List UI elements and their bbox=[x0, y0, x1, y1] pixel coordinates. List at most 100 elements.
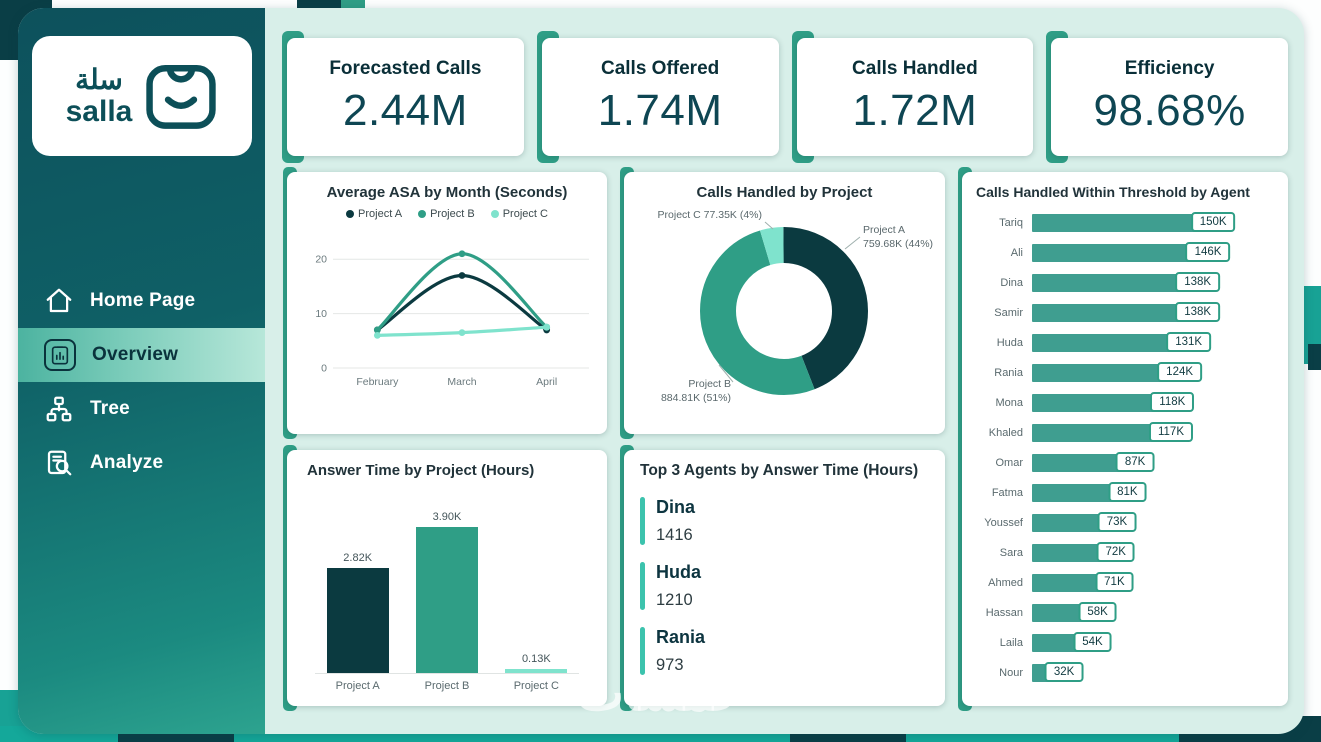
answer-column: 0.13K Project C bbox=[501, 653, 571, 698]
agent-name: Dina bbox=[1000, 277, 1023, 289]
answer-time-column-chart: 2.82K Project A 3.90K Project B 0.13K Project… bbox=[307, 483, 587, 698]
agent-name: Tariq bbox=[999, 217, 1023, 229]
agent-bar-track: 54K bbox=[1032, 632, 1274, 652]
data-point[interactable] bbox=[373, 331, 381, 339]
answer-column: 2.82K Project A bbox=[323, 552, 393, 698]
legend-dot bbox=[490, 210, 499, 218]
agent-value-badge: 138K bbox=[1175, 272, 1221, 292]
agent-bar[interactable] bbox=[1032, 304, 1211, 322]
chart-card-calls-by-project: Calls Handled by Project Project C 77.35… bbox=[620, 167, 945, 439]
top-agent-hours: 1210 bbox=[656, 591, 693, 609]
agent-bar[interactable] bbox=[1032, 334, 1202, 352]
answer-bar-project-c[interactable] bbox=[505, 669, 568, 674]
asa-line-chart[interactable]: 0 10 20 February March April bbox=[297, 222, 597, 394]
sidebar-item-home[interactable]: Home Page bbox=[18, 274, 265, 328]
agent-bar[interactable] bbox=[1032, 274, 1211, 292]
agent-value-badge: 146K bbox=[1185, 242, 1231, 262]
logo-text: سلة salla bbox=[65, 63, 133, 128]
bar-category-label: Project C bbox=[513, 680, 559, 692]
bar-value-label: 2.82K bbox=[343, 551, 373, 564]
agent-name: Mona bbox=[995, 397, 1023, 409]
sidebar-item-overview[interactable]: Overview bbox=[18, 328, 265, 382]
agent-bar[interactable] bbox=[1032, 364, 1193, 382]
agent-value-badge: 81K bbox=[1108, 482, 1147, 502]
legend-item[interactable]: Project C bbox=[490, 208, 548, 220]
asa-chart-legend: Project A Project B Project C bbox=[346, 208, 548, 220]
answer-bar-project-b[interactable] bbox=[415, 527, 478, 674]
agent-bar-track: 73K bbox=[1032, 512, 1274, 532]
agent-row: Fatma 81K bbox=[976, 478, 1274, 508]
tree-icon bbox=[44, 394, 74, 424]
agent-bar-track: 71K bbox=[1032, 572, 1274, 592]
agent-row: Mona 118K bbox=[976, 388, 1274, 418]
x-tick-label: March bbox=[447, 376, 476, 388]
agent-name: Ahmed bbox=[988, 577, 1023, 589]
bar-category-label: Project A bbox=[335, 680, 380, 692]
leader-line bbox=[844, 236, 861, 250]
agent-bar[interactable] bbox=[1032, 394, 1185, 412]
agent-row: Ahmed 71K bbox=[976, 568, 1274, 598]
nav-label-analyze: Analyze bbox=[90, 452, 164, 473]
legend-item[interactable]: Project B bbox=[418, 208, 475, 220]
kpi-value: 98.68% bbox=[1093, 86, 1246, 135]
answer-bar-project-a[interactable] bbox=[326, 567, 389, 674]
agent-bar[interactable] bbox=[1032, 244, 1221, 262]
logo-arabic-text: سلة bbox=[75, 63, 123, 95]
legend-dot bbox=[418, 210, 427, 218]
kpi-value: 1.72M bbox=[852, 86, 978, 135]
data-point[interactable] bbox=[373, 326, 381, 334]
legend-dot bbox=[346, 210, 355, 218]
agent-value-badge: 150K bbox=[1190, 212, 1236, 232]
chart-card-agents-threshold: Calls Handled Within Threshold by Agent … bbox=[958, 167, 1288, 711]
overview-icon bbox=[44, 339, 76, 371]
agent-value-badge: 117K bbox=[1148, 422, 1193, 442]
kpi-value: 1.74M bbox=[597, 86, 723, 135]
agent-bar-track: 117K bbox=[1032, 422, 1274, 442]
agent-bar-track: 81K bbox=[1032, 482, 1274, 502]
y-tick-label: 20 bbox=[315, 254, 327, 266]
sidebar-item-analyze[interactable]: Analyze bbox=[18, 436, 265, 490]
legend-item[interactable]: Project A bbox=[346, 208, 402, 220]
agent-row: Youssef 73K bbox=[976, 508, 1274, 538]
data-point[interactable] bbox=[543, 323, 551, 331]
agent-row: Tariq 150K bbox=[976, 208, 1274, 238]
agent-row: Huda 131K bbox=[976, 328, 1274, 358]
agent-value-badge: 73K bbox=[1097, 512, 1137, 532]
donut-slice-project-b[interactable] bbox=[700, 227, 868, 395]
agent-name: Rania bbox=[994, 367, 1023, 379]
agent-bar-track: 32K bbox=[1032, 662, 1274, 682]
bar-value-label: 3.90K bbox=[432, 511, 462, 524]
nav-label-home: Home Page bbox=[90, 290, 196, 311]
kpi-label: Forecasted Calls bbox=[329, 58, 482, 79]
sidebar: سلة salla Home Page bbox=[18, 8, 265, 734]
legend-label: Project A bbox=[358, 208, 403, 220]
line-series-project-b[interactable] bbox=[375, 252, 549, 332]
agent-name: Samir bbox=[994, 307, 1023, 319]
agent-value-badge: 71K bbox=[1095, 572, 1134, 592]
logo-name: salla bbox=[65, 94, 133, 128]
agent-name: Huda bbox=[996, 337, 1023, 349]
top-agent-text: Huda 1210 bbox=[656, 562, 701, 610]
top-agent-hours: 973 bbox=[656, 656, 684, 674]
agent-value-badge: 138K bbox=[1175, 302, 1221, 322]
data-point[interactable] bbox=[458, 250, 466, 258]
donut-slice-project-c[interactable] bbox=[700, 227, 868, 395]
agent-bar-track: 146K bbox=[1032, 242, 1274, 262]
agent-bar[interactable] bbox=[1032, 424, 1183, 442]
x-tick-label: February bbox=[356, 376, 399, 388]
top-agent-text: Rania 973 bbox=[656, 627, 705, 675]
data-point[interactable] bbox=[458, 329, 466, 337]
agent-value-badge: 58K bbox=[1078, 602, 1117, 622]
nav-label-tree: Tree bbox=[90, 398, 130, 419]
agent-row: Nour 32K bbox=[976, 658, 1274, 688]
data-point[interactable] bbox=[458, 272, 466, 279]
agent-bar[interactable] bbox=[1032, 214, 1226, 232]
sidebar-item-tree[interactable]: Tree bbox=[18, 382, 265, 436]
accent-bar bbox=[640, 627, 645, 675]
top-agent-row: Dina 1416 bbox=[640, 497, 929, 545]
agent-value-badge: 32K bbox=[1044, 662, 1084, 682]
accent-bar bbox=[640, 562, 645, 610]
calls-donut-chart[interactable]: Project C 77.35K (4%) Project A 759.68K (4… bbox=[632, 201, 937, 413]
leader-line bbox=[718, 364, 734, 383]
leader-line bbox=[764, 221, 774, 230]
